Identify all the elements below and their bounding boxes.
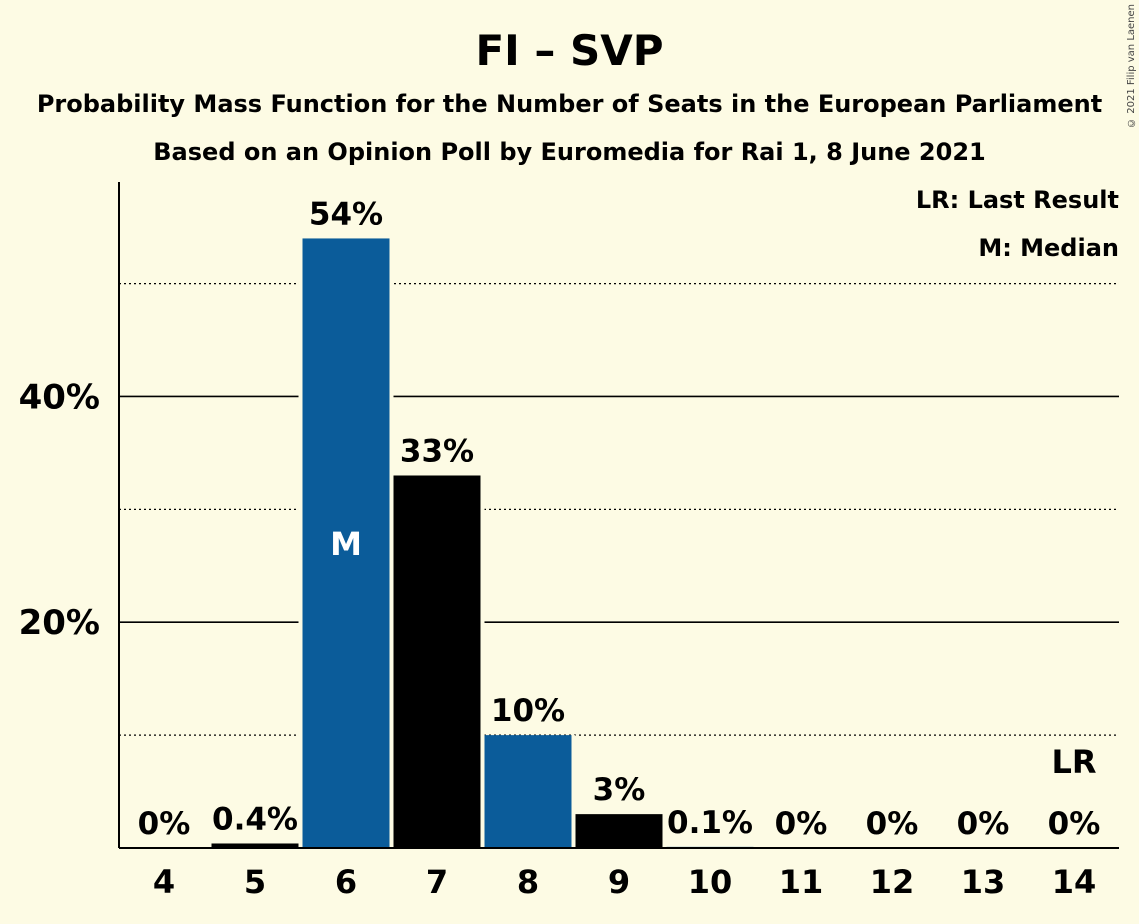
value-label-11: 0% (775, 806, 828, 842)
value-label-8: 10% (491, 693, 565, 729)
bar-6 (302, 238, 390, 848)
x-tick-label-14: 14 (1052, 863, 1097, 901)
value-label-5: 0.4% (212, 801, 298, 837)
last-result-marker: LR (1051, 743, 1096, 781)
x-tick-label-12: 12 (870, 863, 915, 901)
chart-title: FI – SVP (475, 26, 664, 75)
bar-gap-left-5 (207, 843, 212, 848)
bar-gap-left-6 (298, 238, 303, 848)
y-tick-label: 20% (19, 603, 100, 643)
value-label-9: 3% (593, 772, 646, 808)
value-label-4: 0% (138, 806, 191, 842)
value-label-12: 0% (866, 806, 919, 842)
value-label-10: 0.1% (667, 805, 753, 841)
bar-5 (211, 843, 299, 848)
x-tick-label-10: 10 (688, 863, 733, 901)
value-label-7: 33% (400, 433, 474, 469)
bar-gap-left-8 (480, 735, 485, 848)
bar-gap-right-7 (480, 475, 485, 848)
bar-gap-left-9 (571, 814, 576, 848)
bar-7 (393, 475, 481, 848)
value-label-13: 0% (957, 806, 1010, 842)
x-tick-label-4: 4 (153, 863, 175, 901)
x-tick-label-13: 13 (961, 863, 1006, 901)
bar-gap-right-9 (662, 814, 667, 848)
value-label-14: 0% (1048, 806, 1101, 842)
x-tick-label-6: 6 (335, 863, 357, 901)
x-tick-label-8: 8 (517, 863, 539, 901)
legend-median: M: Median (978, 234, 1119, 262)
x-tick-label-5: 5 (244, 863, 266, 901)
value-label-6: 54% (309, 196, 383, 232)
chart-subtitle: Probability Mass Function for the Number… (36, 90, 1103, 118)
x-tick-label-11: 11 (779, 863, 824, 901)
legend-last-result: LR: Last Result (915, 186, 1119, 214)
x-tick-label-9: 9 (608, 863, 630, 901)
median-marker: M (330, 525, 362, 563)
x-tick-label-7: 7 (426, 863, 448, 901)
bar-9 (575, 814, 663, 848)
bar-8 (484, 735, 572, 848)
y-tick-label: 40% (19, 377, 100, 417)
chart-source: Based on an Opinion Poll by Euromedia fo… (153, 138, 986, 166)
bar-gap-left-7 (389, 475, 394, 848)
bar-gap-right-8 (571, 735, 576, 848)
